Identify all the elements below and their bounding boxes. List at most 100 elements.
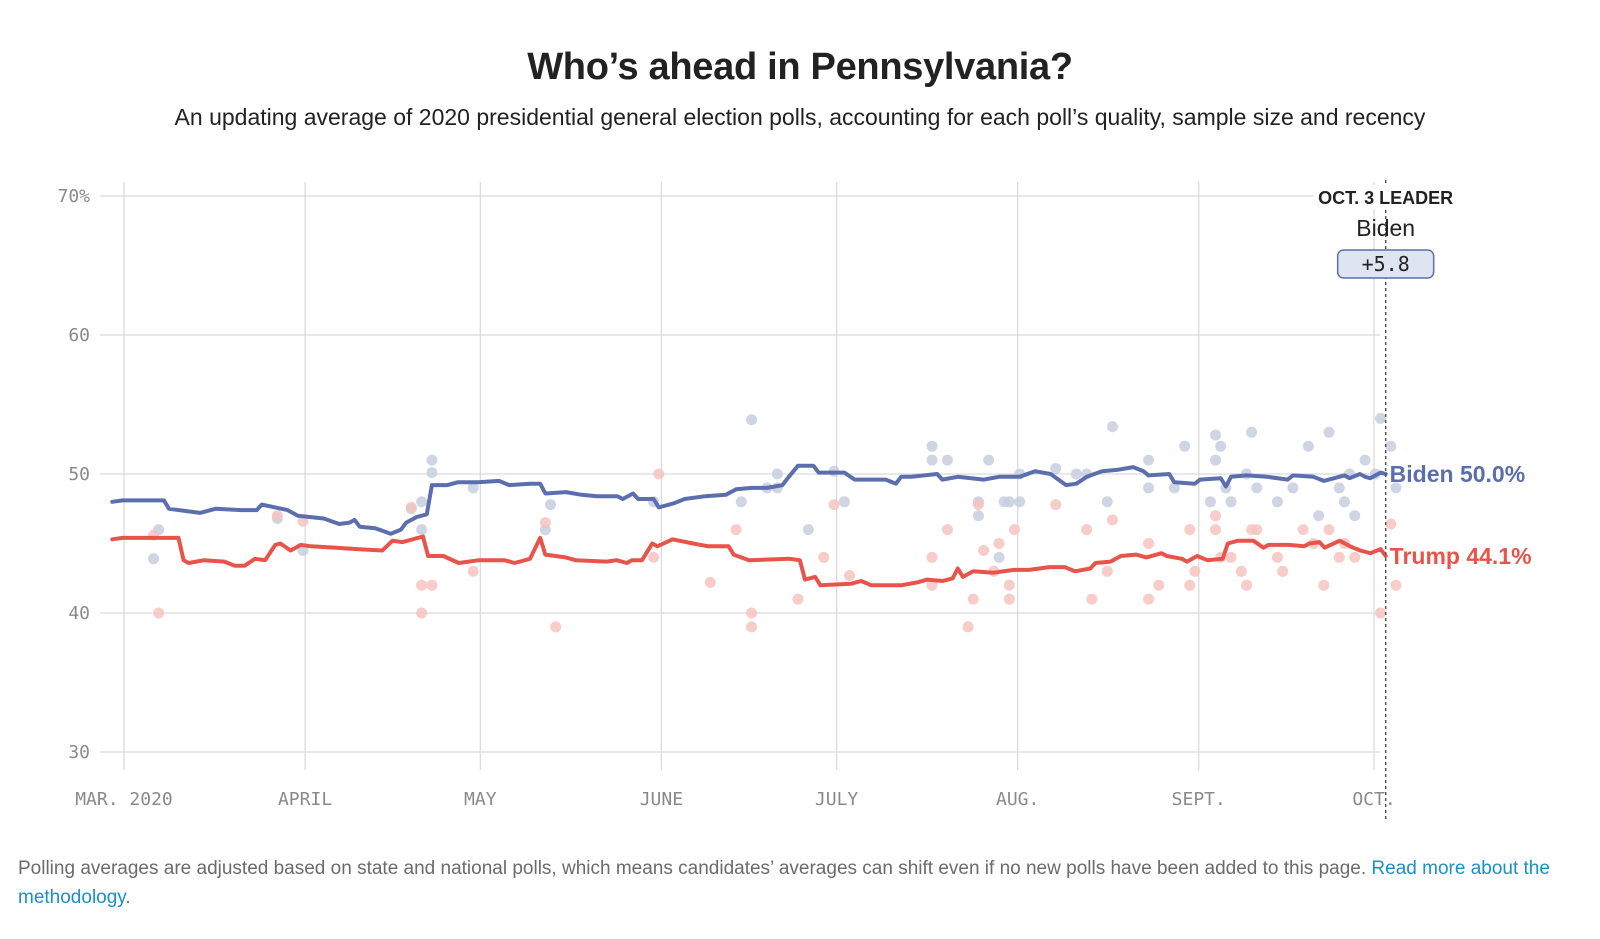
poll-dot bbox=[271, 510, 283, 522]
poll-dot bbox=[838, 496, 850, 508]
poll-dot bbox=[1375, 412, 1387, 424]
x-tick-label: JULY bbox=[815, 789, 859, 810]
poll-dot bbox=[1003, 496, 1015, 508]
poll-dot bbox=[1333, 482, 1345, 494]
poll-dot bbox=[972, 510, 984, 522]
poll-dot bbox=[1277, 565, 1289, 577]
poll-dot bbox=[1323, 524, 1335, 536]
poll-dot bbox=[1313, 510, 1325, 522]
poll-dot bbox=[416, 524, 428, 536]
poll-dot bbox=[926, 579, 938, 591]
poll-dot bbox=[1251, 482, 1263, 494]
poll-dot bbox=[153, 607, 165, 619]
poll-dot bbox=[802, 524, 814, 536]
poll-dot bbox=[1210, 454, 1222, 466]
poll-dot bbox=[962, 621, 974, 633]
footnote: Polling averages are adjusted based on s… bbox=[18, 854, 1558, 912]
end-label-trump: Trump 44.1% bbox=[1390, 543, 1532, 569]
poll-dot bbox=[426, 454, 438, 466]
x-tick-label: MAR. 2020 bbox=[75, 789, 173, 810]
leader-name: Biden bbox=[1356, 215, 1415, 241]
footnote-text: Polling averages are adjusted based on s… bbox=[18, 858, 1372, 879]
poll-dot bbox=[1287, 482, 1299, 494]
poll-dot bbox=[148, 553, 160, 565]
poll-dot bbox=[746, 607, 758, 619]
poll-dot bbox=[1271, 496, 1283, 508]
poll-dot bbox=[416, 496, 428, 508]
end-labels: Biden 50.0% Trump 44.1% bbox=[1390, 461, 1532, 569]
poll-dot bbox=[1143, 593, 1155, 605]
poll-dot bbox=[730, 524, 742, 536]
average-lines bbox=[110, 463, 1388, 588]
poll-dot bbox=[1050, 462, 1062, 474]
poll-dot bbox=[1225, 496, 1237, 508]
poll-dot bbox=[1050, 499, 1062, 511]
x-tick-label: JUNE bbox=[640, 789, 683, 810]
poll-dot bbox=[828, 499, 840, 511]
poll-dot bbox=[1210, 429, 1222, 441]
poll-dot bbox=[792, 593, 804, 605]
leader-margin-badge bbox=[1336, 249, 1435, 279]
poll-dot bbox=[1297, 524, 1309, 536]
poll-dot bbox=[1184, 524, 1196, 536]
poll-dot bbox=[1070, 468, 1082, 480]
poll-dot bbox=[1235, 565, 1247, 577]
poll-dot bbox=[926, 551, 938, 563]
poll-dot bbox=[771, 468, 783, 480]
poll-dot bbox=[1153, 579, 1165, 591]
chart-title: Who’s ahead in Pennsylvania? bbox=[527, 46, 1073, 88]
poll-dot bbox=[1251, 524, 1263, 536]
poll-dot bbox=[1390, 579, 1402, 591]
poll-dot bbox=[1101, 565, 1113, 577]
x-tick-label: MAY bbox=[464, 789, 497, 810]
poll-dot bbox=[1390, 482, 1402, 494]
poll-dot bbox=[1246, 426, 1258, 438]
polling-average-chart: 70% 60 50 40 30 MAR. 2020 APRIL MAY JUNE JULY AUG… bbox=[57, 180, 1532, 822]
poll-dot bbox=[297, 544, 309, 556]
poll-dot bbox=[1240, 579, 1252, 591]
leader-heading-background bbox=[1313, 185, 1458, 209]
poll-dot bbox=[1271, 551, 1283, 563]
poll-dot bbox=[1215, 440, 1227, 452]
poll-dot bbox=[993, 538, 1005, 549]
poll-dot bbox=[467, 482, 479, 494]
poll-dot bbox=[978, 544, 990, 556]
poll-dot bbox=[550, 621, 562, 633]
poll-dot bbox=[648, 551, 660, 563]
poll-dot bbox=[972, 499, 984, 511]
poll-dot bbox=[1323, 426, 1335, 438]
poll-dot bbox=[1349, 551, 1361, 563]
poll-dot bbox=[746, 414, 758, 426]
poll-dot bbox=[993, 551, 1005, 563]
poll-dot bbox=[746, 621, 758, 633]
poll-dot bbox=[941, 454, 953, 466]
poll-dot bbox=[405, 501, 417, 513]
end-label-biden: Biden 50.0% bbox=[1390, 461, 1526, 487]
poll-dot bbox=[983, 454, 995, 466]
poll-dot bbox=[1003, 579, 1015, 591]
y-tick-label: 50 bbox=[68, 464, 90, 485]
poll-dot bbox=[1168, 482, 1180, 494]
poll-dot bbox=[1143, 482, 1155, 494]
poll-dot bbox=[1333, 551, 1345, 563]
poll-dot bbox=[1318, 579, 1330, 591]
poll-dot bbox=[1385, 518, 1397, 530]
poll-dot bbox=[1210, 510, 1222, 522]
x-axis: MAR. 2020 APRIL MAY JUNE JULY AUG. SEPT. OCT. bbox=[75, 789, 1395, 810]
poll-dot bbox=[416, 579, 428, 591]
methodology-link[interactable]: Read more about the methodology bbox=[18, 858, 1550, 908]
x-tick-label: OCT. bbox=[1352, 789, 1395, 810]
poll-dot bbox=[1008, 524, 1020, 536]
poll-dot bbox=[1179, 440, 1191, 452]
poll-dot bbox=[1338, 496, 1350, 508]
poll-dot bbox=[539, 517, 551, 529]
poll-dot bbox=[467, 565, 479, 577]
poll-dot bbox=[704, 576, 716, 588]
poll-dot bbox=[941, 524, 953, 536]
y-axis: 70% 60 50 40 30 bbox=[57, 186, 90, 763]
poll-dot bbox=[1101, 496, 1113, 508]
poll-dot bbox=[1359, 454, 1371, 466]
poll-dot bbox=[1143, 454, 1155, 466]
y-tick-label: 70% bbox=[57, 186, 90, 207]
poll-dot bbox=[926, 440, 938, 452]
